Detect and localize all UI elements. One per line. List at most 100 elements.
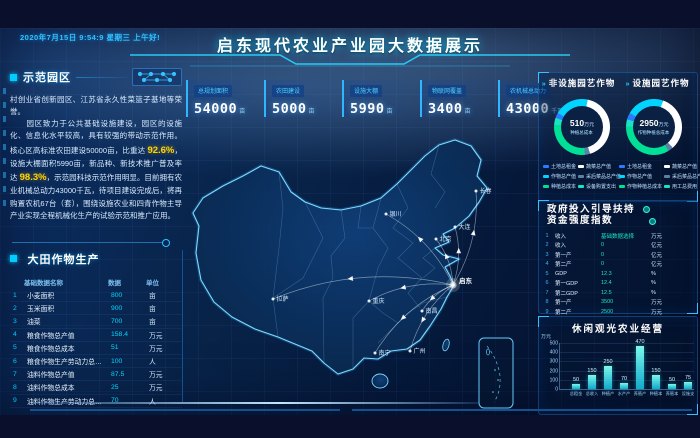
row-name: 第一产 [555,300,572,307]
bar [588,375,596,389]
stat-card-label: 设施大棚 [350,84,383,97]
row-value: 0 [601,251,605,258]
row-name: 粮食作物总产值 [27,332,75,340]
south-china-sea-inset [478,337,514,409]
row-value: 12.4 [601,280,612,287]
row-value: 3500 [601,299,614,306]
dashboard-screen: 2020年7月15日 9:54:9 星期三 上午好! 启东现代农业产业园大数据展… [0,28,700,415]
stat-card-unit: 亩 [239,108,246,115]
hainan-island [371,373,389,389]
china-outline [191,138,489,389]
stat-card-value: 54000 亩 [194,101,246,117]
row-name: 收入 [555,243,567,250]
page-title: 启东现代农业产业园大数据展示 [216,38,483,55]
bar-value-label: 70 [620,375,628,382]
legend-item: 蔬菜总产值 [578,163,621,170]
legend-label: 采后菜品总产值 [672,174,700,180]
corner-deco [538,72,549,83]
table-row: 3 油菜 700 亩 [10,315,182,329]
legend-label: 用工总费用 [672,184,698,190]
donut-center-value: 2950万元 [639,118,669,128]
row-name: GDP [555,270,567,277]
x-tick-label: 设施支 [681,391,695,396]
plane-arrow-icon [347,276,354,281]
stat-card: 物联网覆盖 3400 亩 [420,80,493,117]
x-tick-label: 总租金 [569,391,583,396]
legend-label: 蔬菜总产值 [672,164,698,170]
plane-arrow-icon [429,295,436,301]
row-index: 6 [545,280,549,287]
stat-card-unit: 亩 [308,108,315,115]
row-value: 0 [601,261,605,268]
table-row: 8 油料作物总成本 25 万元 [10,381,182,395]
city-label: 广州 [414,347,426,355]
plane-arrow-icon [470,229,476,236]
table-row: 6 第一GDP 12.4% [539,278,697,288]
legend-swatch [619,185,625,188]
row-value: 800 [111,291,123,299]
x-tick-label: 总收入 [585,391,599,396]
donut-center-value: 510万元 [569,118,595,128]
city-dot-icon [453,225,457,229]
plane-arrow-icon [400,314,407,320]
row-unit: 万元 [149,385,163,393]
x-tick-label: 种植本 [649,391,663,396]
row-value: 158.4 [111,331,129,339]
row-unit: % [651,280,656,287]
y-axis-unit-label: 万元 [541,334,552,340]
body-text: ，设施大棚面积5990亩，新品种、新技术推广普及率达 [10,145,182,183]
table-row: 3 第一产 0 亿元 [539,250,697,260]
row-value[interactable]: 基础数据选择 [601,233,635,240]
bottom-line-right [352,409,692,411]
row-name: 第二产 [555,309,572,316]
row-unit: 万元 [651,309,663,316]
bar [684,382,692,389]
corner-deco [687,191,698,202]
legend-item: 作物种植总成本 [619,183,662,190]
plane-arrow-icon [400,284,407,290]
flight-path [409,284,454,352]
bottom-line-left [30,409,340,411]
bar [620,382,628,389]
donut-center-label: 作物种植总成本 [638,130,670,136]
panel-government-fund: 政府投入引导扶持 资金强度指数 1 收入 基础数据选择 万元 2 收入 0 亿元 3 第一产 0 亿元… [538,200,698,316]
leisure-panel-title: 休闲观光农业经营 [571,324,664,335]
city-label: 南昌 [426,307,438,315]
legend-item: 作物总产值 [543,173,576,180]
row-value: 2500 [601,308,614,315]
bar [604,366,612,389]
row-name: 第一GDP [555,281,578,288]
row-value: 0 [601,242,605,249]
row-index: 9 [13,397,17,405]
row-name: 粮食作物总成本 [27,345,75,353]
col-unit: 单位 [146,280,159,287]
row-unit: % [651,270,656,277]
city-dot-icon [367,299,371,303]
legend-swatch [543,165,549,168]
circuit-dots-icon [132,68,182,86]
row-index: 5 [13,344,17,352]
city-label: 北京 [440,235,452,243]
row-index: 3 [13,317,17,325]
legend-item: 采后菜品总产值 [664,173,700,180]
city-dot-icon [434,237,438,241]
row-name: 收入 [555,233,567,240]
row-value: 87.5 [111,370,125,378]
table-row: 5 GDP 12.3% [539,269,697,279]
legend-swatch [578,175,585,178]
stat-card-unit: 亩 [464,108,471,115]
plane-arrow-icon [417,236,424,243]
plane-arrow-icon [445,253,450,260]
legend-label: 作物总产值 [551,174,577,180]
grid-line [560,379,694,381]
panel-field-crops: 大田作物生产 基础数据名称 数据 单位 1 小麦面积 800 亩 2 玉米面积 900 亩 3 油… [10,250,183,408]
stat-card: 总规划面积 54000 亩 [186,80,259,117]
bar-chart: 0 100 200 300 400 500 50 总租金 150 总收入 250 种植产 70 水产产 47… [550,339,695,396]
stat-card-value: 5990 亩 [350,101,393,117]
bar-value-label: 75 [684,375,692,382]
legend-item: 设备购置支出 [578,183,621,190]
legend-item: 土地总租金 [543,163,576,170]
table-row: 7 第二GDP 12.5% [539,288,697,298]
datetime-text: 2020年7月15日 9:54:9 星期三 上午好! [20,33,161,42]
